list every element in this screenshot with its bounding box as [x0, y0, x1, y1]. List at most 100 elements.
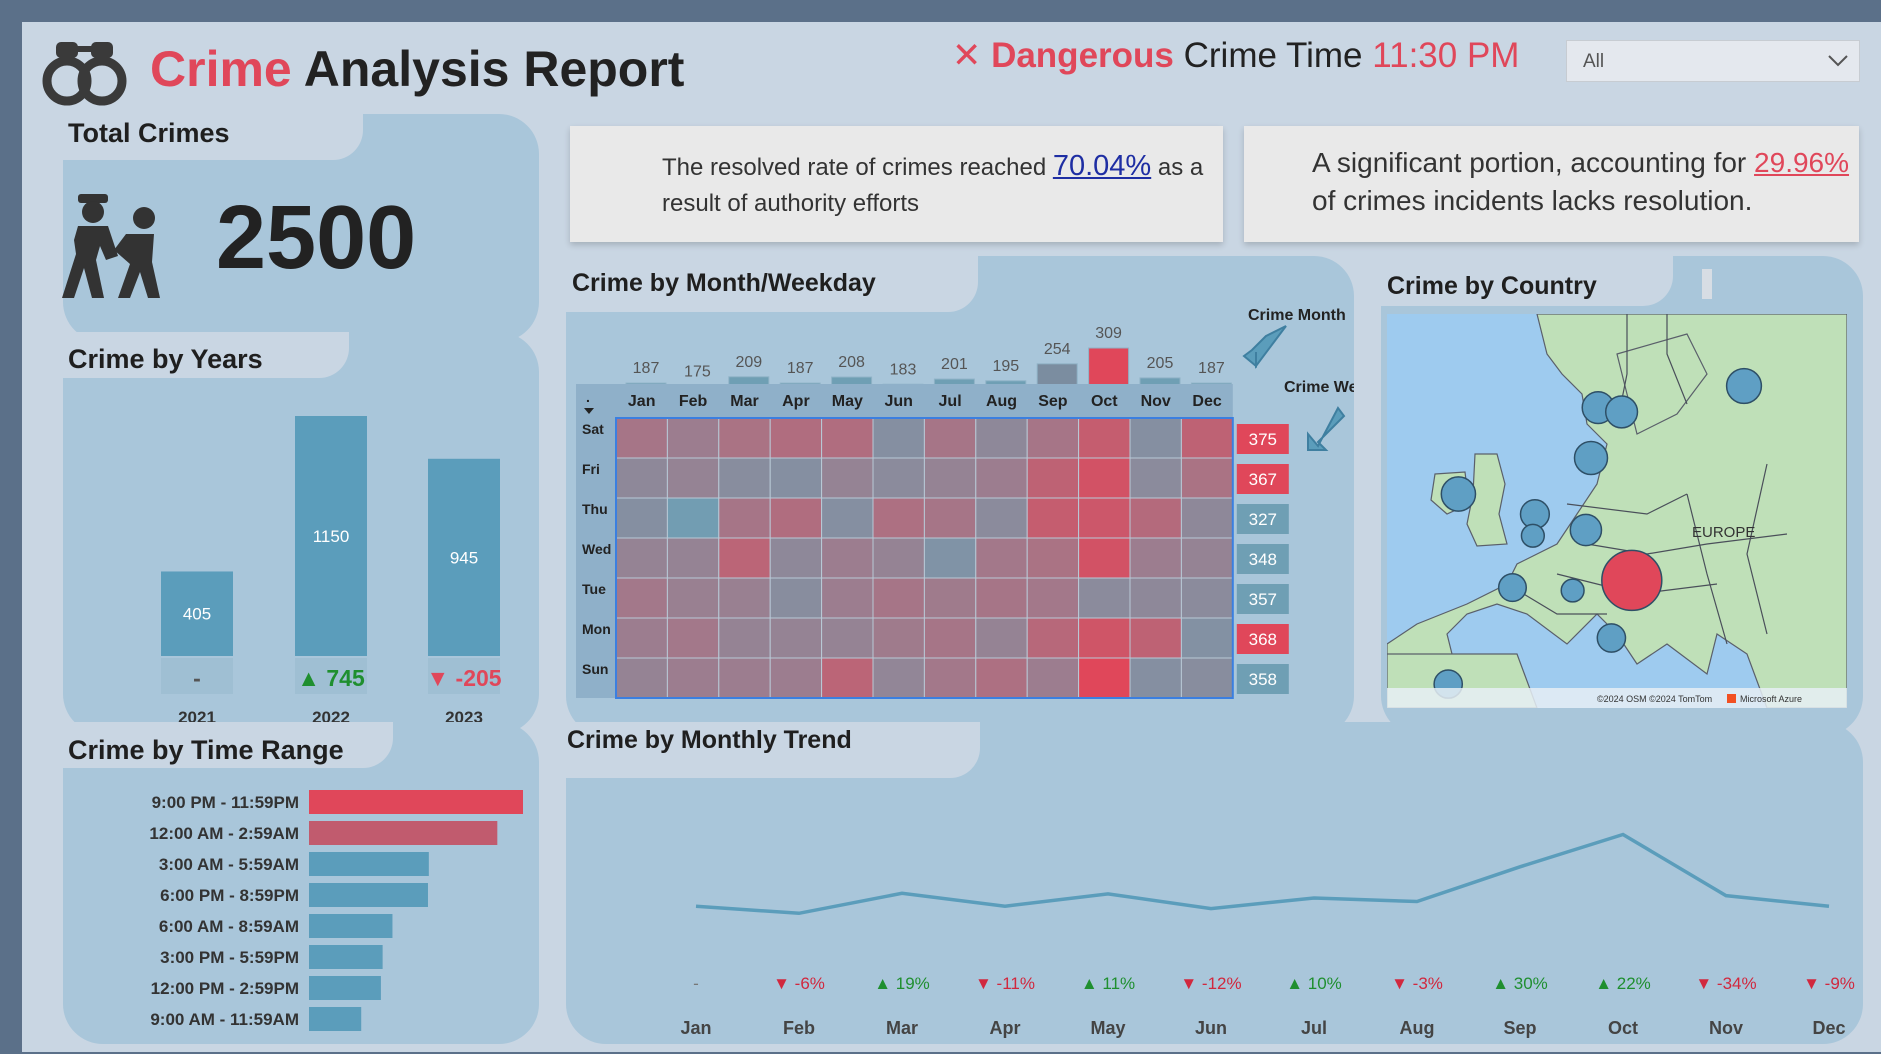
heatmap-cell	[923, 497, 977, 539]
resolved-note: The resolved rate of crimes reached 70.0…	[570, 126, 1223, 242]
heatmap-cell	[769, 657, 823, 699]
heatmap-col-label: Apr	[782, 393, 810, 410]
heatmap-cell	[1078, 537, 1131, 579]
trend-axis-label: Dec	[1812, 1018, 1845, 1038]
close-icon: ✕	[952, 36, 982, 75]
heatmap-cell	[821, 417, 874, 459]
resolved-note-pct: 70.04%	[1052, 150, 1152, 182]
trend-axis-label: Aug	[1400, 1018, 1435, 1038]
heatmap-col-label: Oct	[1091, 393, 1118, 410]
trend-change-label: ▲ 19%	[874, 974, 930, 993]
time-range-chart: 9:00 PM - 11:59PM 12:00 AM - 2:59AM 3:00 A…	[149, 790, 523, 1031]
microsoft-logo-icon	[1727, 694, 1736, 703]
country-title: Crime by Country	[1387, 272, 1597, 300]
heatmap-cell	[666, 417, 720, 459]
heatmap-frame	[615, 417, 1234, 699]
heatmap-cell	[1129, 457, 1182, 499]
time-range-bar	[309, 1007, 362, 1031]
europe-map[interactable]: EUROPE ©2024 OSM ©2024 TomTom Microsoft Az…	[1387, 314, 1847, 708]
heatmap-cell	[769, 617, 823, 659]
heatmap-cell	[718, 657, 771, 699]
heatmap-row-header	[576, 618, 616, 658]
month-bar-value: 209	[735, 354, 762, 371]
heatmap-cell	[615, 617, 668, 659]
trend-change-label: ▼ -12%	[1180, 974, 1241, 993]
heatmap-cell	[666, 617, 720, 659]
week-bar	[1236, 664, 1289, 694]
month-bar-value: 201	[941, 356, 968, 373]
map-bubble	[1560, 578, 1585, 603]
filter-dropdown[interactable]: All	[1566, 40, 1860, 82]
heatmap-cell	[615, 417, 668, 459]
heatmap-cell	[1180, 537, 1234, 579]
map-scrollbar[interactable]	[1702, 269, 1712, 299]
heatmap-cell	[1180, 417, 1234, 459]
trend-change-label: ▲ 22%	[1595, 974, 1651, 993]
heatmap-cell	[975, 537, 1028, 579]
time-range-label: 3:00 AM - 5:59AM	[159, 855, 299, 874]
year-change-box	[428, 658, 500, 694]
heatmap-cell	[821, 537, 874, 579]
map-border	[1586, 533, 1788, 555]
trend-axis-label: Jul	[1301, 1018, 1327, 1038]
heatmap-cell	[1180, 457, 1234, 499]
trend-axis-label: Nov	[1709, 1018, 1743, 1038]
time-range-bar	[309, 790, 523, 814]
heatmap-cell	[615, 537, 668, 579]
heatmap-cell	[1129, 617, 1182, 659]
heatmap-row-header	[576, 418, 616, 458]
year-change-box	[295, 658, 367, 694]
heatmap-cell	[923, 617, 977, 659]
week-bar-value: 368	[1249, 630, 1277, 649]
heatmap-col-label: Jan	[628, 393, 656, 410]
map-attribution: ©2024 OSM ©2024 TomTom	[1597, 694, 1712, 704]
trend-change-label: ▼ -34%	[1695, 974, 1756, 993]
year-change-label: ▲ 745	[297, 665, 365, 691]
heatmap-cell	[769, 417, 823, 459]
time-range-bar	[309, 976, 381, 1000]
trend-axis-label: May	[1090, 1018, 1125, 1038]
heatmap-cell	[975, 617, 1028, 659]
trend-change-label: ▲ 30%	[1492, 974, 1548, 993]
total-crimes-title: Total Crimes	[68, 118, 230, 148]
trend-change-label: ▼ -3%	[1391, 974, 1443, 993]
heatmap-cell	[923, 537, 977, 579]
map-bubble	[1569, 513, 1603, 547]
time-range-label: 6:00 PM - 8:59PM	[160, 886, 299, 905]
unresolved-note-pct: 29.96%	[1754, 147, 1850, 178]
heatmap-cell	[1026, 537, 1080, 579]
map-bubble	[1520, 523, 1546, 548]
heatmap-cell	[923, 657, 977, 699]
heatmap-cell	[615, 457, 668, 499]
total-crimes-value: 2500	[216, 188, 417, 288]
heatmap-cell	[769, 457, 823, 499]
heatmap-col-label: Mar	[730, 393, 758, 410]
heatmap-cell	[1129, 497, 1182, 539]
month-bar-value: 175	[684, 364, 711, 381]
crime-week-label: Crime Week	[1284, 379, 1354, 396]
heatmap-cell	[1026, 497, 1080, 539]
heatmap-cell	[1078, 617, 1131, 659]
time-range-label: 9:00 PM - 11:59PM	[152, 793, 299, 812]
map-border	[1566, 493, 1688, 515]
heatmap-cell	[1180, 657, 1234, 699]
heatmap-row-label: Sat	[582, 421, 604, 437]
map-border	[1686, 493, 1728, 645]
time-range-bar	[309, 914, 393, 938]
dashboard-canvas: Crime Analysis Report ✕ Dangerous Crime …	[22, 22, 1881, 1052]
heatmap-cell	[615, 657, 668, 699]
month-bar-value: 205	[1147, 355, 1174, 372]
heatmap-cell	[718, 577, 771, 619]
heatmap-cell	[1026, 617, 1080, 659]
trend-line	[695, 832, 1830, 916]
heatmap-cell	[769, 577, 823, 619]
heatmap-cell	[872, 617, 925, 659]
resolved-note-line2: result of authority efforts	[662, 190, 920, 217]
heatmap-col-label: Aug	[986, 393, 1017, 410]
year-change-box	[161, 658, 233, 694]
heatmap-row-label: Mon	[582, 621, 611, 637]
heatmap-cell	[1129, 417, 1182, 459]
week-bar	[1236, 504, 1289, 534]
month-bar-value: 309	[1095, 325, 1122, 342]
